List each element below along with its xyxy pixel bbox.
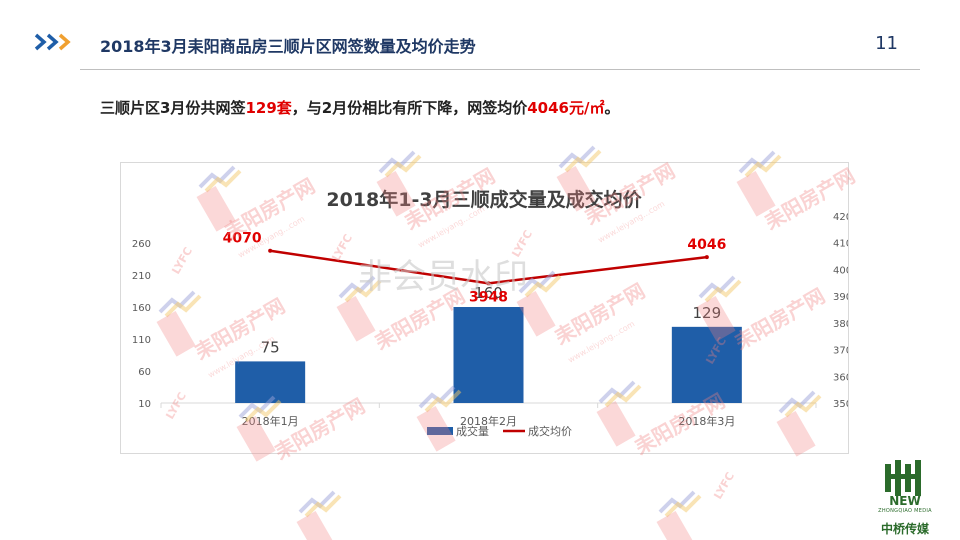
bar-data-label: 160 — [474, 284, 503, 302]
chevron-arrows-icon — [34, 33, 71, 51]
y-left-tick-label: 260 — [132, 239, 151, 250]
y-left-tick-label: 110 — [132, 335, 151, 346]
y-right-tick-label: 3600 — [833, 372, 848, 383]
combo-chart: 2018年1-3月三顺成交量及成交均价 10 60 110 160 210 260 3500 3… — [132, 188, 859, 438]
y-left-tick-label: 60 — [138, 367, 151, 378]
y-right-tick-label: 3500 — [833, 399, 848, 410]
line-point — [268, 248, 273, 253]
bar-data-label: 129 — [693, 304, 722, 322]
bar-data-label: 75 — [261, 338, 280, 356]
x-tick-label: 2018年2月 — [460, 414, 517, 428]
line-data-label: 4046 — [687, 237, 726, 253]
y-right-tick-label: 3800 — [833, 319, 848, 330]
y-left-tick-label: 210 — [132, 271, 151, 282]
summary-price: 4046元/㎡ — [527, 99, 605, 117]
watermark-badge-text: LYFC — [711, 470, 737, 501]
line-point — [704, 255, 709, 260]
chart-title: 2018年1-3月三顺成交量及成交均价 — [326, 188, 642, 211]
line-data-label: 4070 — [223, 231, 262, 247]
slide-header: 2018年3月耒阳商品房三顺片区网签数量及均价走势 11 — [0, 0, 960, 80]
line-point — [486, 281, 491, 286]
legend-line-label: 成交均价 — [528, 424, 572, 438]
line-series — [269, 249, 707, 285]
line-data-label: 3948 — [469, 289, 508, 305]
legend-bar-swatch — [427, 427, 453, 435]
bar — [235, 361, 306, 403]
company-logo: NEW ZHONGQIAO MEDIA 中桥传媒 — [870, 458, 940, 536]
zhongqiao-logo-icon — [885, 460, 921, 496]
logo-brand-text: 中桥传媒 — [880, 522, 929, 536]
header-divider — [80, 69, 920, 70]
y-left-tick-label: 160 — [132, 303, 151, 314]
y-left-tick-label: 10 — [138, 399, 151, 410]
page-title: 2018年3月耒阳商品房三顺片区网签数量及均价走势 — [100, 37, 476, 56]
chart-container: 2018年1-3月三顺成交量及成交均价 10 60 110 160 210 260 3500 3… — [120, 162, 859, 454]
bar — [671, 326, 742, 403]
y-right-tick-label: 4000 — [833, 265, 848, 276]
summary-count: 129套 — [245, 99, 292, 117]
legend-bar-label: 成交量 — [456, 424, 489, 438]
logo-new-text: NEW — [889, 494, 921, 508]
summary-text: 三顺片区3月份共网签129套，与2月份相比有所下降，网签均价4046元/㎡。 — [100, 97, 619, 118]
bar — [453, 307, 524, 403]
y-right-tick-label: 4100 — [833, 239, 848, 250]
y-right-tick-label: 3900 — [833, 292, 848, 303]
logo-sub-text: ZHONGQIAO MEDIA — [878, 508, 932, 514]
summary-part1: 三顺片区3月份共网签 — [100, 99, 246, 117]
summary-part3: 。 — [604, 99, 620, 117]
page-number: 11 — [875, 33, 898, 54]
y-right-tick-label: 4200 — [833, 212, 848, 223]
summary-part2: ，与2月份相比有所下降，网签均价 — [291, 99, 528, 117]
y-right-tick-label: 3700 — [833, 346, 848, 357]
x-tick-label: 2018年3月 — [678, 414, 735, 428]
x-tick-label: 2018年1月 — [242, 414, 299, 428]
